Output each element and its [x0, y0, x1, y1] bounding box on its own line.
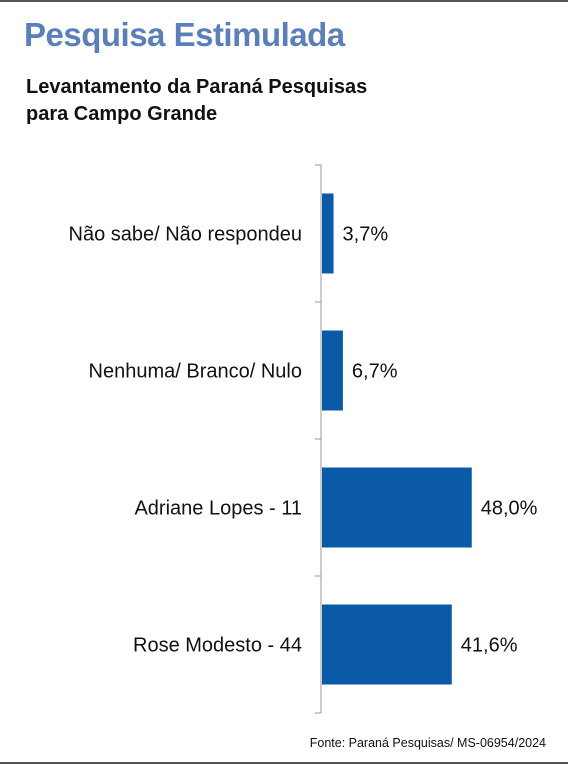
bar: [322, 467, 472, 548]
bottom-rule: [0, 762, 568, 764]
chart-title: Pesquisa Estimulada: [24, 16, 345, 53]
bar: [322, 330, 343, 411]
chart-subtitle: Levantamento da Paraná Pesquisas para Ca…: [26, 74, 367, 128]
category-label: Nenhuma/ Branco/ Nulo: [89, 361, 302, 383]
category-label: Não sabe/ Não respondeu: [69, 224, 303, 246]
bar: [322, 193, 334, 274]
data-label: 3,7%: [343, 224, 389, 246]
data-label: 48,0%: [481, 498, 538, 520]
source-note: Fonte: Paraná Pesquisas/ MS-06954/2024: [309, 736, 546, 750]
category-label: Adriane Lopes - 11: [134, 498, 302, 520]
subtitle-line-2: para Campo Grande: [26, 103, 218, 125]
top-rule: [0, 0, 568, 2]
subtitle-line-1: Levantamento da Paraná Pesquisas: [26, 76, 368, 98]
data-label: 6,7%: [352, 361, 398, 383]
bar: [322, 604, 452, 685]
category-label: Rose Modesto - 44: [133, 635, 302, 657]
data-label: 41,6%: [461, 635, 518, 657]
